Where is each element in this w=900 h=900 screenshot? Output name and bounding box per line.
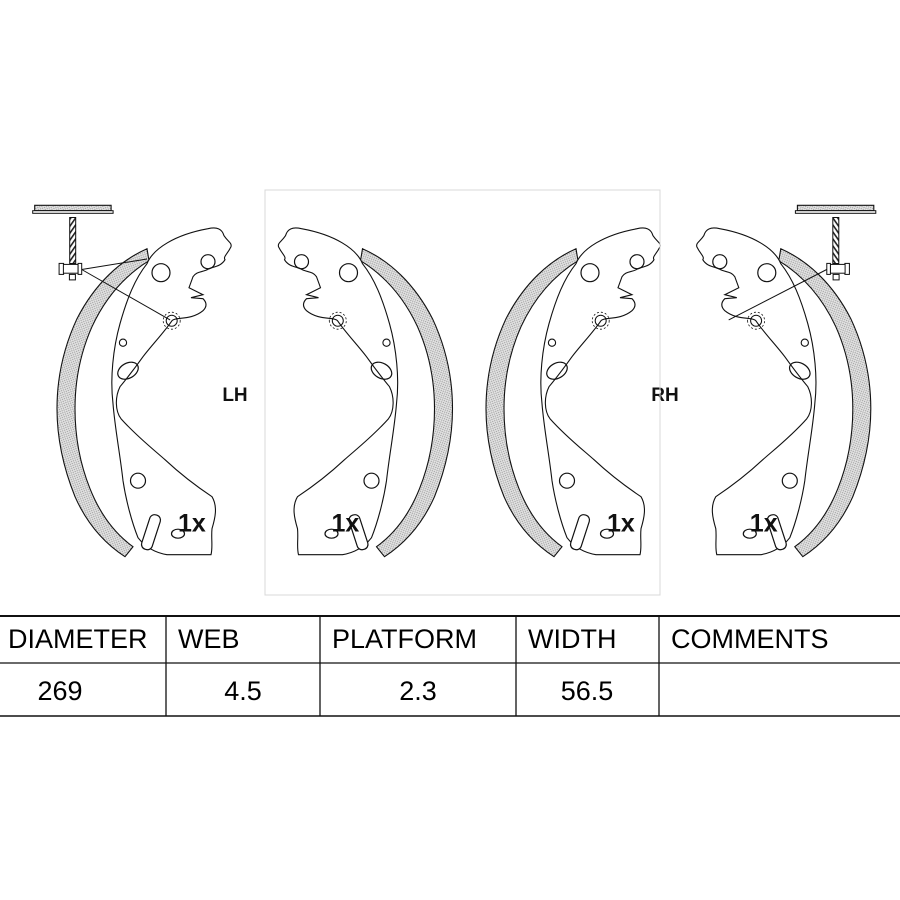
svg-text:1x: 1x [332,510,360,538]
svg-text:1x: 1x [607,510,635,538]
svg-text:COMMENTS: COMMENTS [671,624,829,654]
svg-text:WEB: WEB [178,624,240,654]
svg-text:4.5: 4.5 [224,676,262,706]
svg-text:WIDTH: WIDTH [528,624,616,654]
svg-text:DIAMETER: DIAMETER [8,624,148,654]
svg-text:1x: 1x [178,510,206,538]
svg-text:2.3: 2.3 [399,676,437,706]
svg-text:PLATFORM: PLATFORM [332,624,477,654]
svg-text:269: 269 [37,676,82,706]
svg-text:56.5: 56.5 [561,676,614,706]
svg-text:1x: 1x [750,510,778,538]
svg-text:LH: LH [222,385,247,406]
svg-text:RH: RH [651,385,678,406]
